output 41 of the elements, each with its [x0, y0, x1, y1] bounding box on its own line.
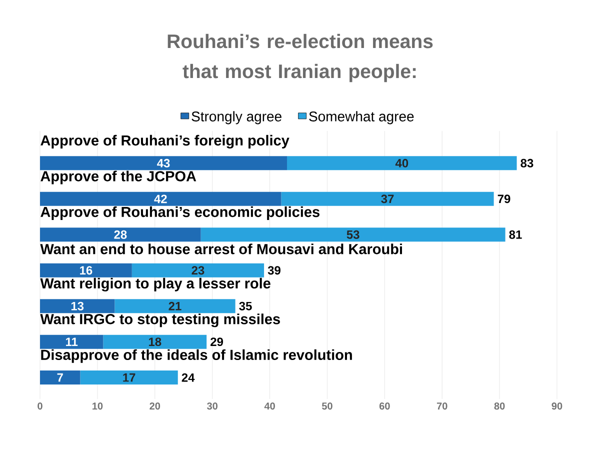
y-tick-label: Disapprove of the ideals of Islamic revolution [41, 349, 352, 363]
data-label: 18 [148, 338, 162, 346]
chart-title: Rouhani’s re-election means that most Iranian people: [168, 34, 433, 82]
data-label: 28 [114, 230, 127, 239]
y-tick-label: Approve of Rouhani’s foreign policy [40, 134, 290, 149]
y-tick-label: Want religion to play a lesser role [40, 278, 270, 292]
x-tick-label: 80 [494, 402, 505, 410]
x-tick-label: 0 [38, 402, 42, 410]
total-label: 81 [509, 230, 522, 239]
data-label: 53 [346, 230, 360, 239]
data-label: 16 [80, 266, 92, 275]
x-tick-label: 70 [436, 402, 448, 410]
data-label: 11 [66, 338, 78, 346]
total-label: 29 [210, 338, 224, 346]
legend-label: Strongly agree [192, 111, 282, 124]
x-tick-label: 40 [264, 402, 275, 410]
data-label: 40 [395, 158, 408, 168]
total-label: 24 [182, 373, 195, 382]
x-tick-label: 30 [207, 402, 218, 410]
x-tick-label: 90 [552, 402, 562, 410]
y-tick-label: Approve of the JCPOA [40, 170, 196, 184]
y-tick-label: Approve of Rouhani’s economic policies [40, 206, 320, 220]
data-label: 43 [157, 158, 170, 168]
x-tick-label: 10 [92, 402, 103, 410]
y-tick-label: Want IRGC to stop testing missiles [40, 314, 280, 328]
y-tick-label: Want an end to house arrest of Mousavi and Karoubi [40, 244, 402, 254]
data-label: 7 [57, 373, 63, 382]
x-tick-label: 60 [379, 402, 390, 410]
legend-label: Somewhat agree [309, 111, 414, 124]
data-label: 42 [154, 194, 167, 204]
total-label: 79 [498, 194, 510, 204]
data-label: 23 [192, 266, 204, 275]
data-label: 37 [381, 194, 394, 204]
total-label: 39 [268, 266, 280, 275]
x-tick-label: 20 [150, 402, 160, 410]
data-label: 13 [71, 302, 84, 310]
total-label: 35 [239, 302, 252, 310]
data-label: 17 [123, 373, 136, 382]
x-tick-label: 50 [322, 402, 332, 410]
total-label: 83 [520, 158, 534, 168]
data-label: 21 [168, 302, 182, 310]
